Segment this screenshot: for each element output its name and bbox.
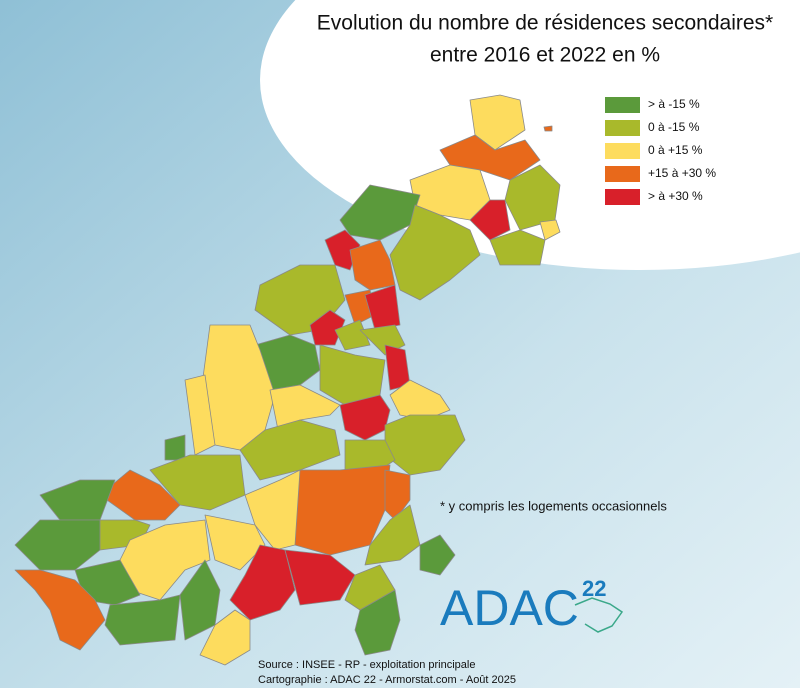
logo-number: 22 — [582, 576, 606, 601]
commune-area — [334, 319, 371, 351]
commune-area — [239, 419, 341, 481]
title: entre 2016 et 2022 en % — [430, 44, 660, 67]
legend-swatch — [605, 189, 640, 205]
legend: > à -15 % 0 à -15 % 0 à +15 % +15 à +30 % > … — [605, 97, 716, 205]
commune-area — [419, 534, 456, 576]
commune-area — [14, 569, 106, 651]
source: Source : INSEE - RP - exploitation princ… — [258, 659, 475, 671]
commune-area — [389, 204, 481, 301]
legend-label: 0 à +15 % — [648, 143, 703, 157]
map — [14, 94, 561, 666]
legend-swatch — [605, 143, 640, 159]
commune-area — [184, 374, 216, 456]
credits: Cartographie : ADAC 22 - Armorstat.com -… — [258, 674, 516, 686]
commune-area — [384, 469, 411, 521]
legend-label: > à -15 % — [648, 97, 700, 111]
title: Evolution du nombre de résidences second… — [317, 12, 773, 35]
commune-area — [354, 589, 401, 656]
legend-label: +15 à +30 % — [648, 166, 716, 180]
commune-area — [539, 219, 561, 241]
logo-shape — [574, 597, 624, 633]
legend-swatch — [605, 166, 640, 182]
commune-area — [543, 125, 553, 132]
footnote: * y compris les logements occasionnels — [440, 498, 667, 513]
commune-area — [104, 594, 181, 646]
logo: ADAC 22 — [440, 576, 624, 636]
commune-area — [179, 559, 221, 641]
commune-area — [489, 229, 546, 266]
legend-swatch — [605, 97, 640, 113]
commune-area — [204, 514, 266, 571]
legend-label: > à +30 % — [648, 189, 703, 203]
commune-area — [469, 199, 511, 241]
commune-area — [364, 504, 421, 566]
commune-area — [284, 549, 356, 606]
legend-swatch — [605, 120, 640, 136]
commune-area — [389, 379, 451, 421]
logo-text: ADAC — [440, 580, 579, 636]
legend-label: 0 à -15 % — [648, 120, 700, 134]
commune-area — [199, 609, 251, 666]
commune-area — [39, 479, 116, 521]
commune-area — [364, 284, 401, 331]
